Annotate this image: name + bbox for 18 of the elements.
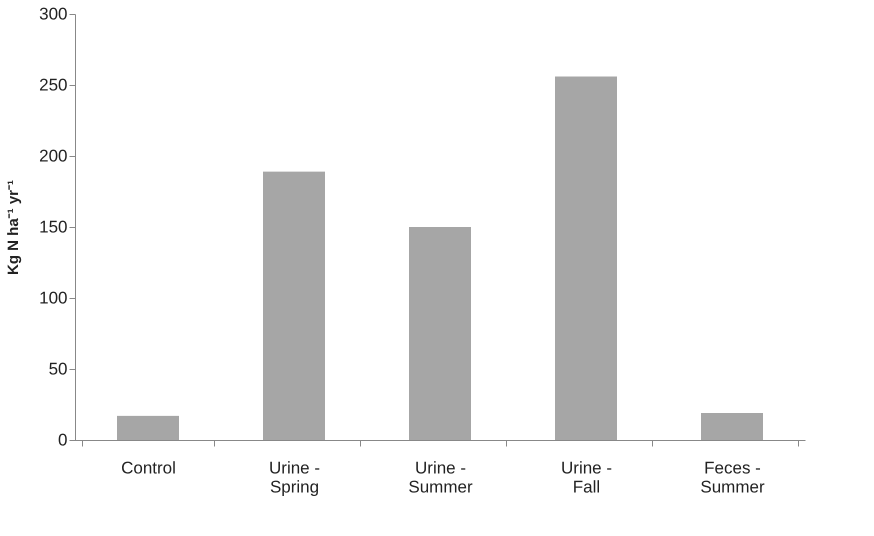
x-tick-label: Control bbox=[121, 458, 176, 478]
y-tick-label: 200 bbox=[39, 146, 68, 166]
y-tick-label: 300 bbox=[39, 4, 68, 24]
bar bbox=[555, 76, 617, 440]
x-tick-label: Urine - Summer bbox=[408, 458, 473, 496]
y-tick-label: 50 bbox=[48, 360, 68, 378]
x-tick-label: Feces - Summer bbox=[700, 458, 765, 496]
y-tick-label: 0 bbox=[58, 430, 68, 450]
bar bbox=[263, 172, 325, 440]
x-tick-label: Urine - Fall bbox=[560, 458, 612, 496]
y-tick-label: 150 bbox=[39, 218, 68, 236]
y-axis-title: Kg N ha⁻¹ yr⁻¹ bbox=[5, 180, 22, 276]
bar bbox=[701, 413, 763, 440]
bar bbox=[117, 416, 179, 440]
y-tick-label: 250 bbox=[39, 76, 68, 94]
x-tick-label: Urine - Spring bbox=[268, 458, 320, 496]
bar bbox=[409, 227, 471, 440]
y-tick-label: 100 bbox=[39, 288, 68, 308]
